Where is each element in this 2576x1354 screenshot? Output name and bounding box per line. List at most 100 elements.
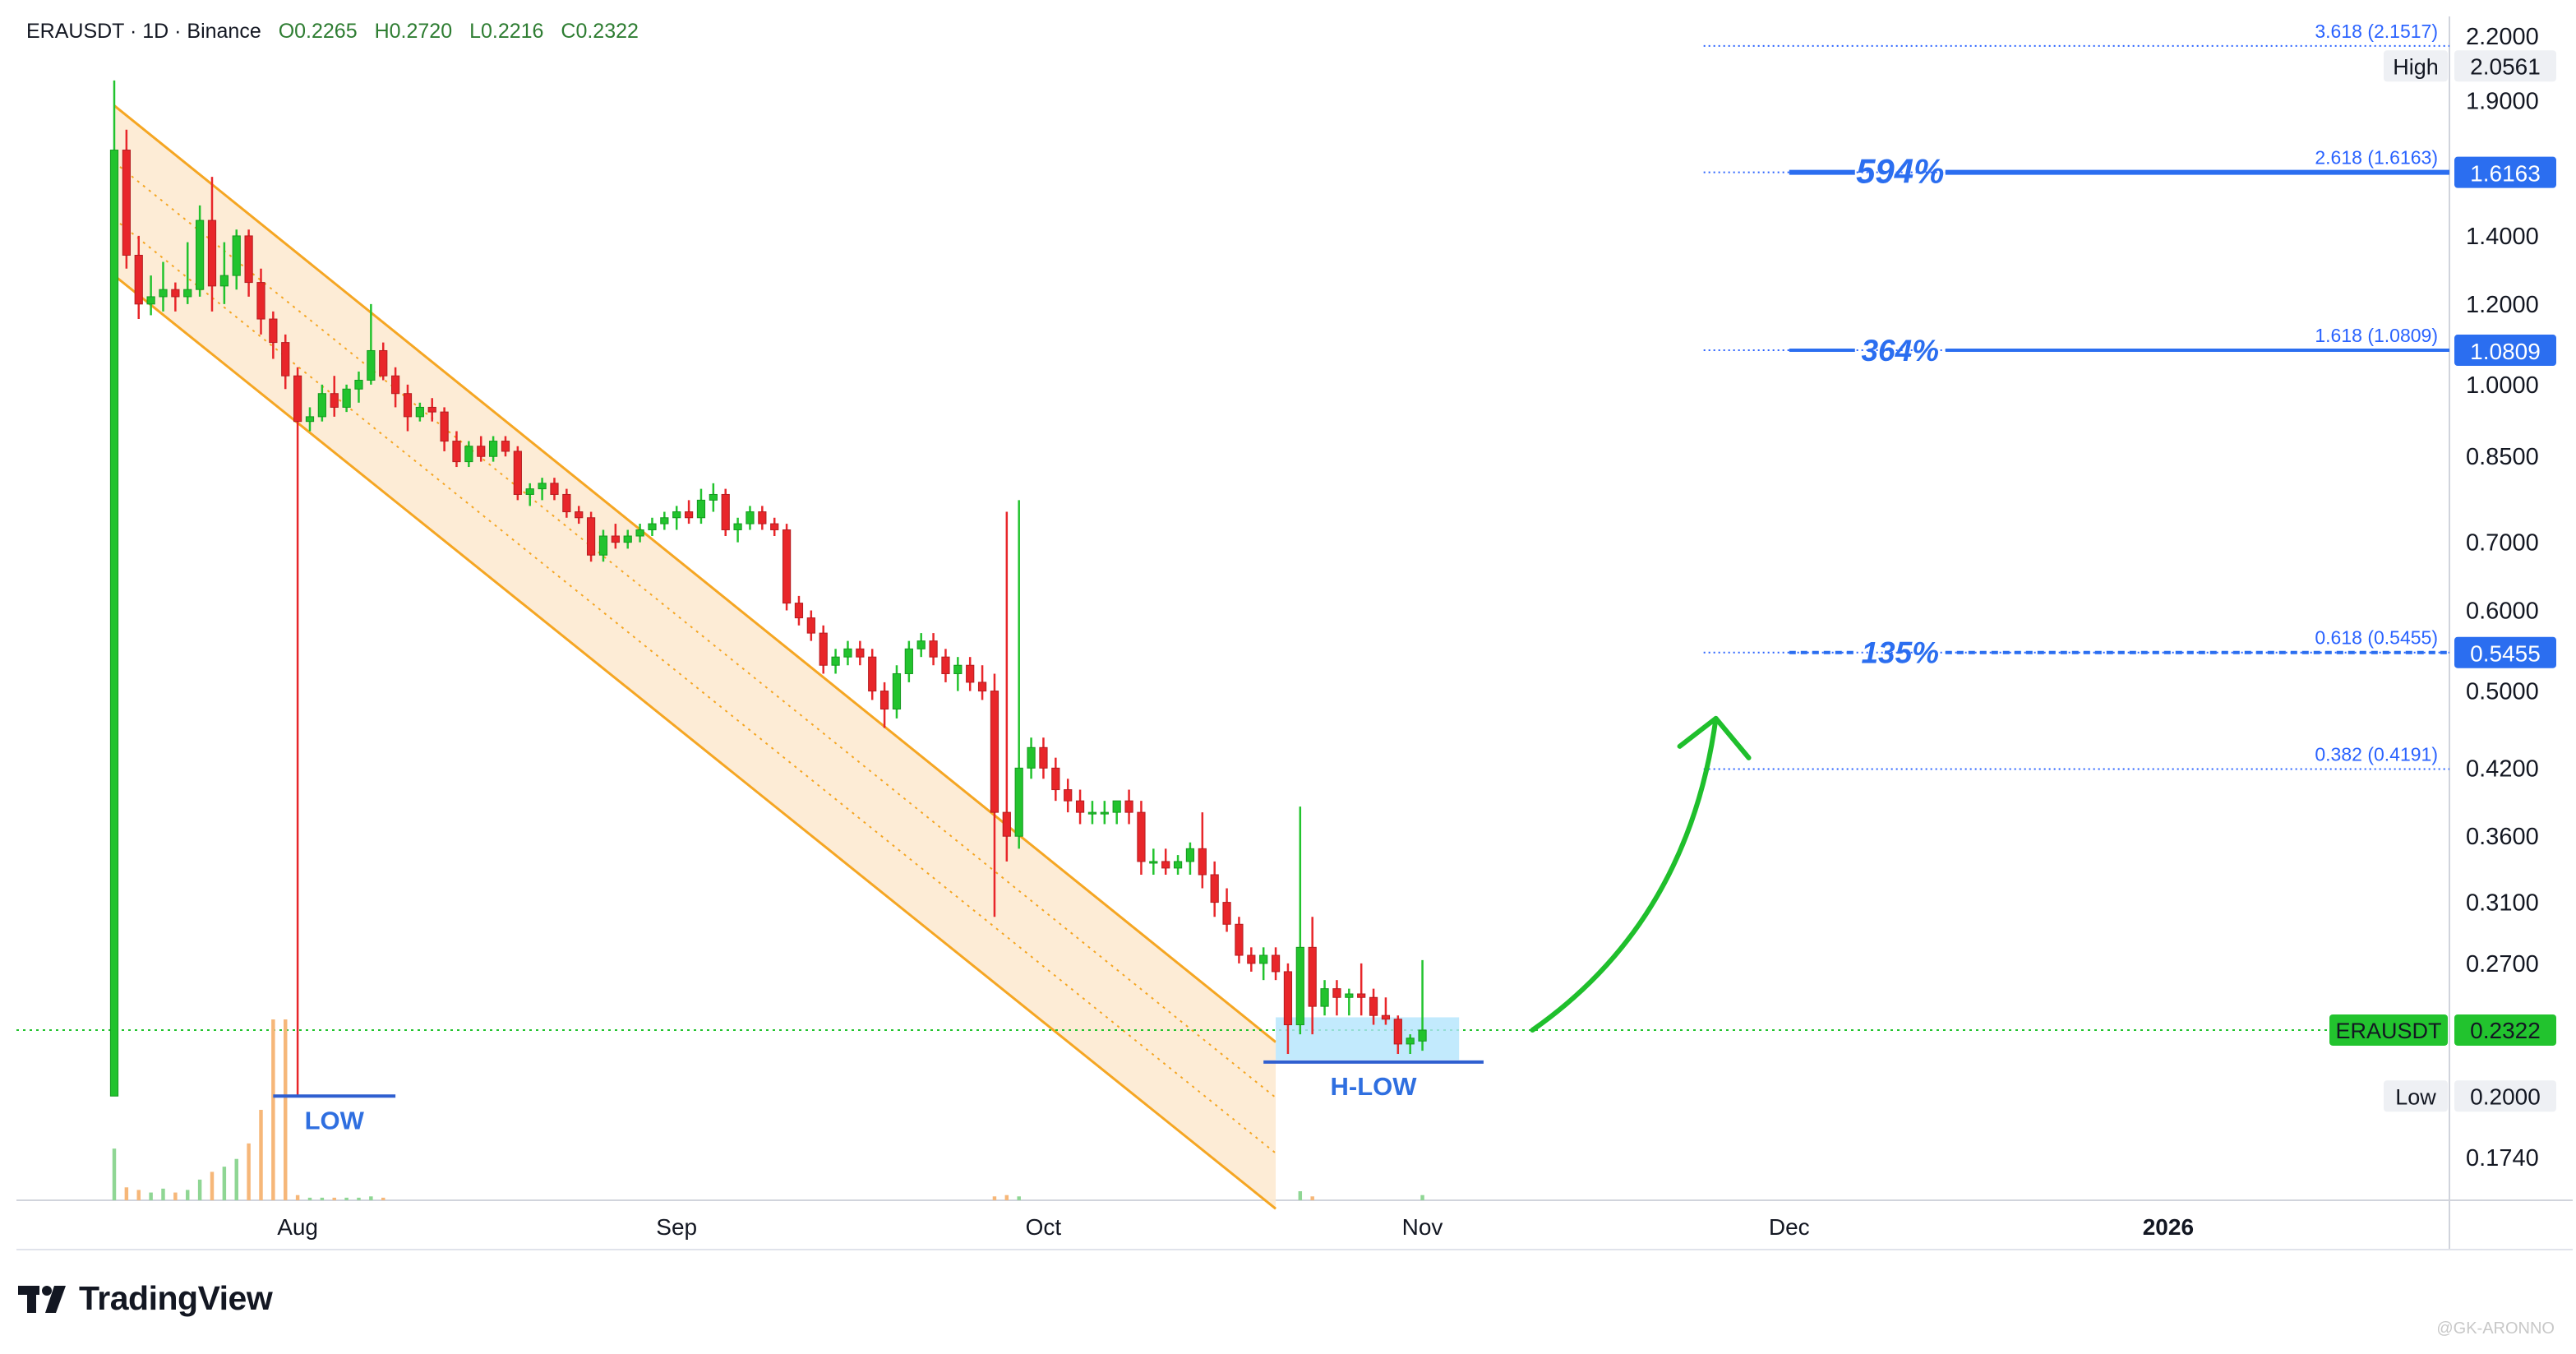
candle-body <box>1283 971 1293 1026</box>
candle-body <box>464 446 473 463</box>
candle-body <box>562 493 571 513</box>
watermark: @GK-ARONNO <box>2436 1319 2555 1338</box>
candle-body <box>611 535 620 543</box>
candle-body <box>586 517 596 556</box>
candle-body <box>550 483 559 495</box>
candle-body <box>831 656 840 666</box>
high-value: H0.2720 <box>374 20 453 43</box>
candle-body <box>1320 988 1329 1007</box>
price-marker-tag <box>2384 1080 2448 1112</box>
target-price-badge <box>2454 335 2556 367</box>
symbol-info[interactable]: ERAUSDT · 1D · Binance <box>26 20 261 43</box>
y-tick-label: 1.2000 <box>2466 292 2539 318</box>
candle-body <box>305 416 315 423</box>
y-tick-label: 1.9000 <box>2466 89 2539 115</box>
candle-body <box>1271 954 1281 973</box>
candle-body <box>501 441 510 452</box>
last-price-badge-text: 0.2322 <box>2470 1018 2541 1043</box>
volume-bar <box>149 1192 153 1200</box>
candle-body <box>452 441 461 463</box>
target-price-badge-text: 1.6163 <box>2470 161 2541 187</box>
brand-name: TradingView <box>79 1279 273 1317</box>
candle-body <box>758 511 767 525</box>
candle-body <box>1149 861 1158 864</box>
candle-body <box>879 691 889 710</box>
target-percent-label: 135% <box>1861 636 1939 670</box>
candle-body <box>330 393 339 408</box>
candle-body <box>746 511 755 525</box>
tradingview-brand[interactable]: TradingView <box>18 1279 273 1318</box>
candle-body <box>1161 861 1170 869</box>
volume-bar <box>136 1190 141 1200</box>
candle-body <box>1124 800 1133 813</box>
candle-body <box>354 380 363 390</box>
y-tick-label: 1.0000 <box>2466 372 2539 399</box>
candle-body <box>538 483 547 490</box>
price-marker-label: Low <box>2395 1084 2436 1109</box>
candle-body <box>598 535 608 556</box>
volume-bar <box>234 1158 238 1200</box>
volume-bar <box>124 1187 129 1200</box>
close-value: C0.2322 <box>561 20 639 43</box>
candle-body <box>159 289 168 298</box>
candle-body <box>966 664 975 683</box>
candle-body <box>196 220 205 290</box>
symbol-price-tag-text: ERAUSDT <box>2335 1019 2441 1043</box>
y-tick-label: 0.4200 <box>2466 756 2539 782</box>
candle-body <box>904 648 913 674</box>
y-tick-label: 0.3100 <box>2466 890 2539 917</box>
symbol-header: ERAUSDT · 1D · Binance O0.2265 H0.2720 L… <box>26 20 650 44</box>
channel-fill <box>113 105 1276 1209</box>
y-tick-label: 0.7000 <box>2466 530 2539 557</box>
volume-bar <box>197 1179 202 1200</box>
candle-body <box>782 529 792 604</box>
volume-bar <box>222 1167 227 1200</box>
x-tick-label: Sep <box>656 1214 697 1240</box>
candle-body <box>1406 1037 1415 1045</box>
candle-body <box>1064 789 1073 802</box>
candle-body <box>1259 954 1268 964</box>
volume-bar <box>1420 1195 1424 1200</box>
y-tick-label: 0.3600 <box>2466 824 2539 850</box>
candle-body <box>207 220 217 287</box>
volume-bar <box>381 1197 385 1200</box>
candle-body <box>806 617 815 634</box>
volume-bar <box>112 1148 117 1200</box>
x-tick-label: Oct <box>1026 1214 1062 1240</box>
candle-body <box>1051 767 1060 791</box>
candle-body <box>1308 946 1317 1007</box>
fib-level-label: 2.618 (1.6163) <box>2315 147 2438 169</box>
y-tick-label: 1.4000 <box>2466 224 2539 250</box>
y-tick-label: 0.6000 <box>2466 598 2539 625</box>
candle-body <box>1418 1029 1427 1042</box>
candle-body <box>1357 993 1366 998</box>
candle-body <box>648 523 657 530</box>
candle-body <box>575 511 584 519</box>
target-percent-label: 594% <box>1856 152 1944 191</box>
fib-level-label: 0.618 (0.5455) <box>2315 627 2438 649</box>
last-price-badge <box>2454 1014 2556 1046</box>
candle-body <box>1222 902 1231 925</box>
volume-bar <box>1004 1195 1009 1200</box>
y-tick-label: 2.2000 <box>2466 24 2539 50</box>
candle-body <box>953 664 963 674</box>
candle-body <box>721 493 730 530</box>
open-value: O0.2265 <box>278 20 358 43</box>
candle-body <box>293 375 302 423</box>
candle-body <box>256 282 265 320</box>
candle-body <box>868 656 877 692</box>
volume-bar <box>307 1197 312 1200</box>
candle-body <box>1381 1014 1391 1020</box>
price-marker-badge <box>2454 50 2556 82</box>
candle-body <box>1393 1019 1402 1045</box>
candle-body <box>856 648 865 658</box>
candle-body <box>183 289 192 298</box>
candle-body <box>843 648 852 658</box>
volume-bar <box>247 1143 251 1200</box>
channel-lower-line <box>113 274 1276 1210</box>
candle-body <box>1173 861 1183 869</box>
accumulation-box <box>1276 1017 1460 1061</box>
volume-bar <box>295 1195 300 1200</box>
